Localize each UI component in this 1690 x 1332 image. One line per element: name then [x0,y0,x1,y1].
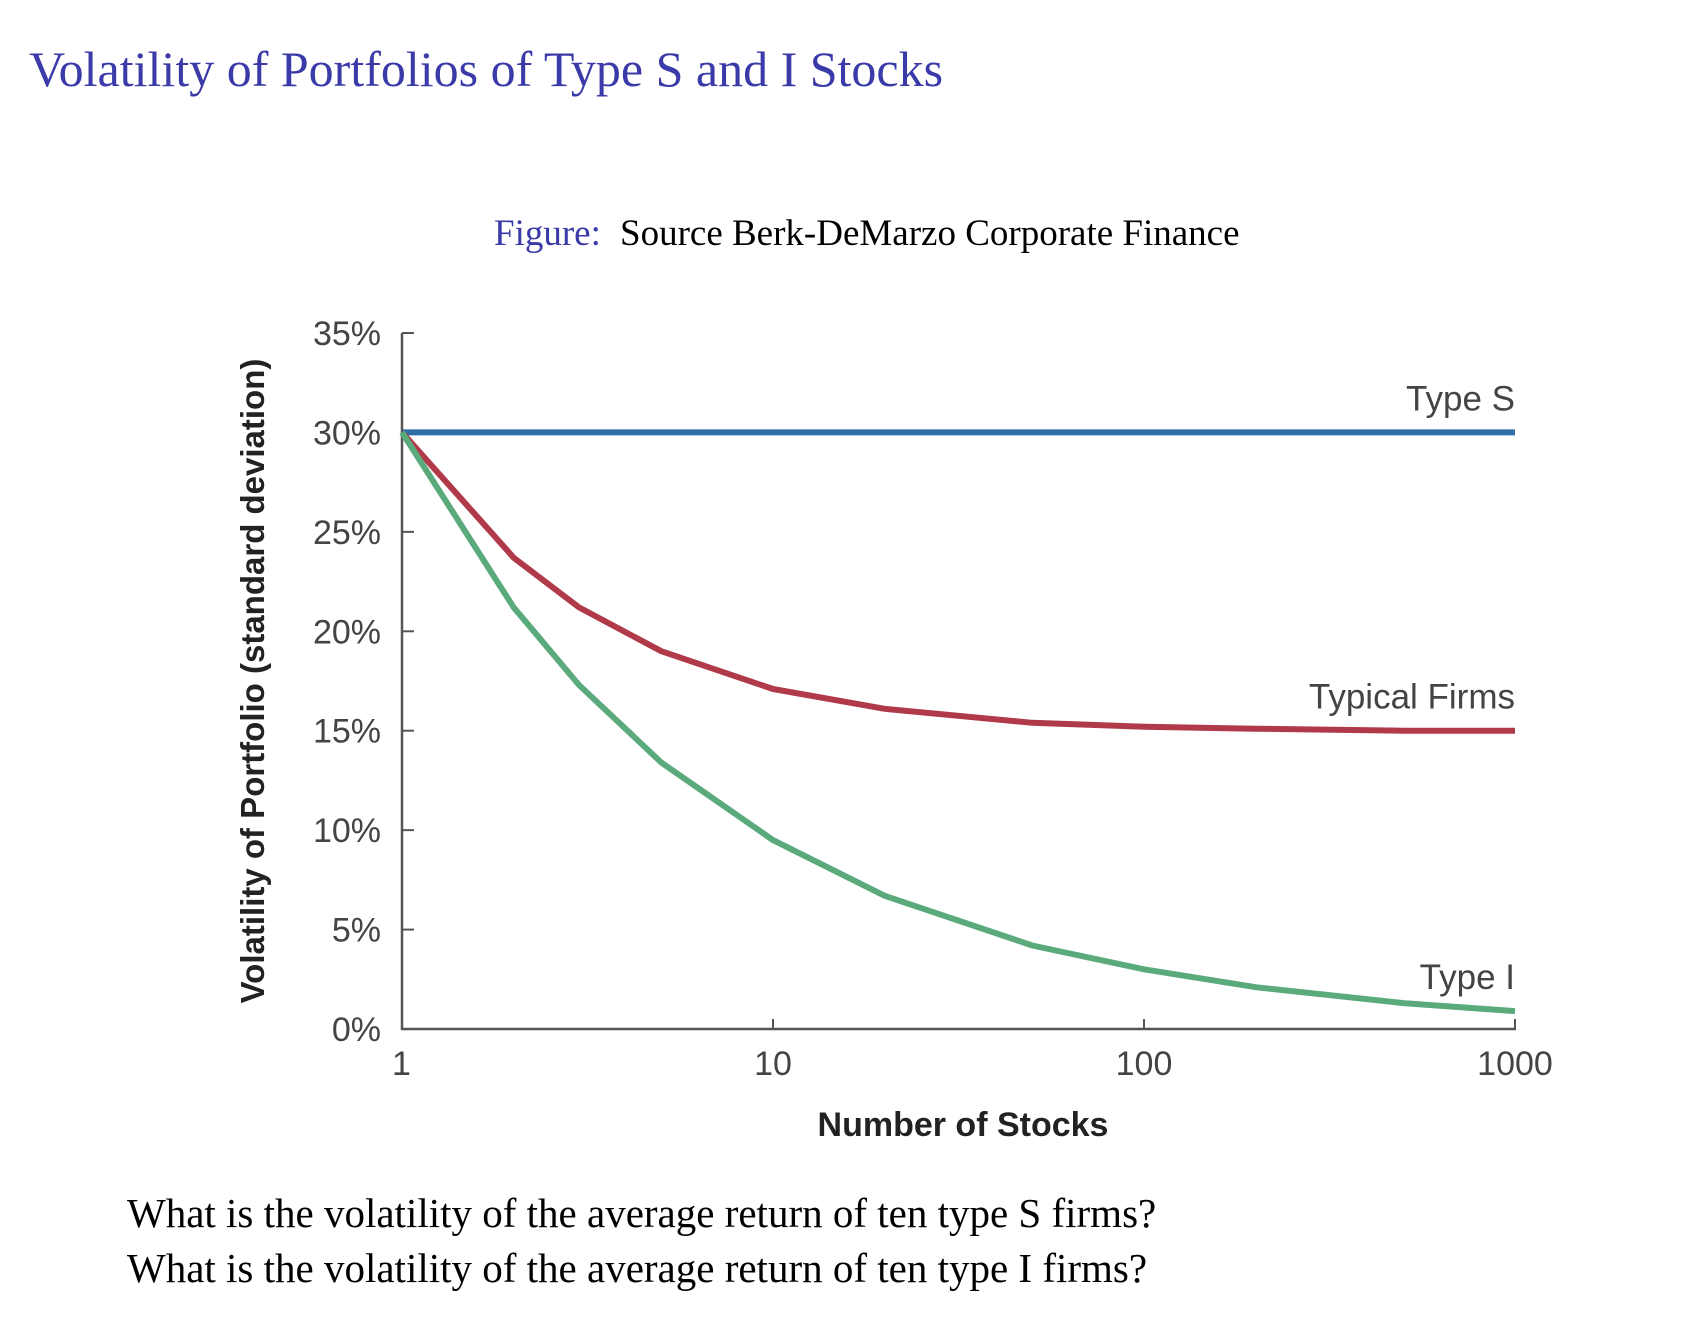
y-tick-label: 35% [313,315,381,353]
y-tick-label: 30% [313,414,381,452]
series-label: Typical Firms [1309,678,1515,717]
series-label: Type S [1406,379,1515,418]
x-tick-label: 10 [754,1045,792,1083]
y-tick-label: 20% [313,613,381,651]
y-tick-label: 0% [332,1011,381,1049]
question: What is the volatility of the average re… [127,1245,1147,1291]
y-tick-label: 5% [332,912,381,950]
series-line [399,430,1515,734]
question: What is the volatility of the average re… [127,1190,1156,1236]
y-tick-label: 15% [313,713,381,751]
series-label: Type I [1420,958,1515,997]
x-axis-label: Number of Stocks [818,1106,1109,1144]
caption-text: Source Berk-DeMarzo Corporate Finance [620,213,1240,254]
x-tick-label: 1000 [1477,1045,1553,1083]
y-axis-label: Volatility of Portfolio (standard deviat… [234,359,271,1004]
x-tick-label: 100 [1116,1045,1173,1083]
x-tick-label: 1 [392,1045,411,1083]
series-line [399,430,1516,1015]
slide-title: Volatility of Portfolios of Type S and I… [29,41,943,97]
y-tick-label: 10% [313,812,381,850]
y-tick-label: 25% [313,514,381,552]
caption-label: Figure: [494,213,601,254]
